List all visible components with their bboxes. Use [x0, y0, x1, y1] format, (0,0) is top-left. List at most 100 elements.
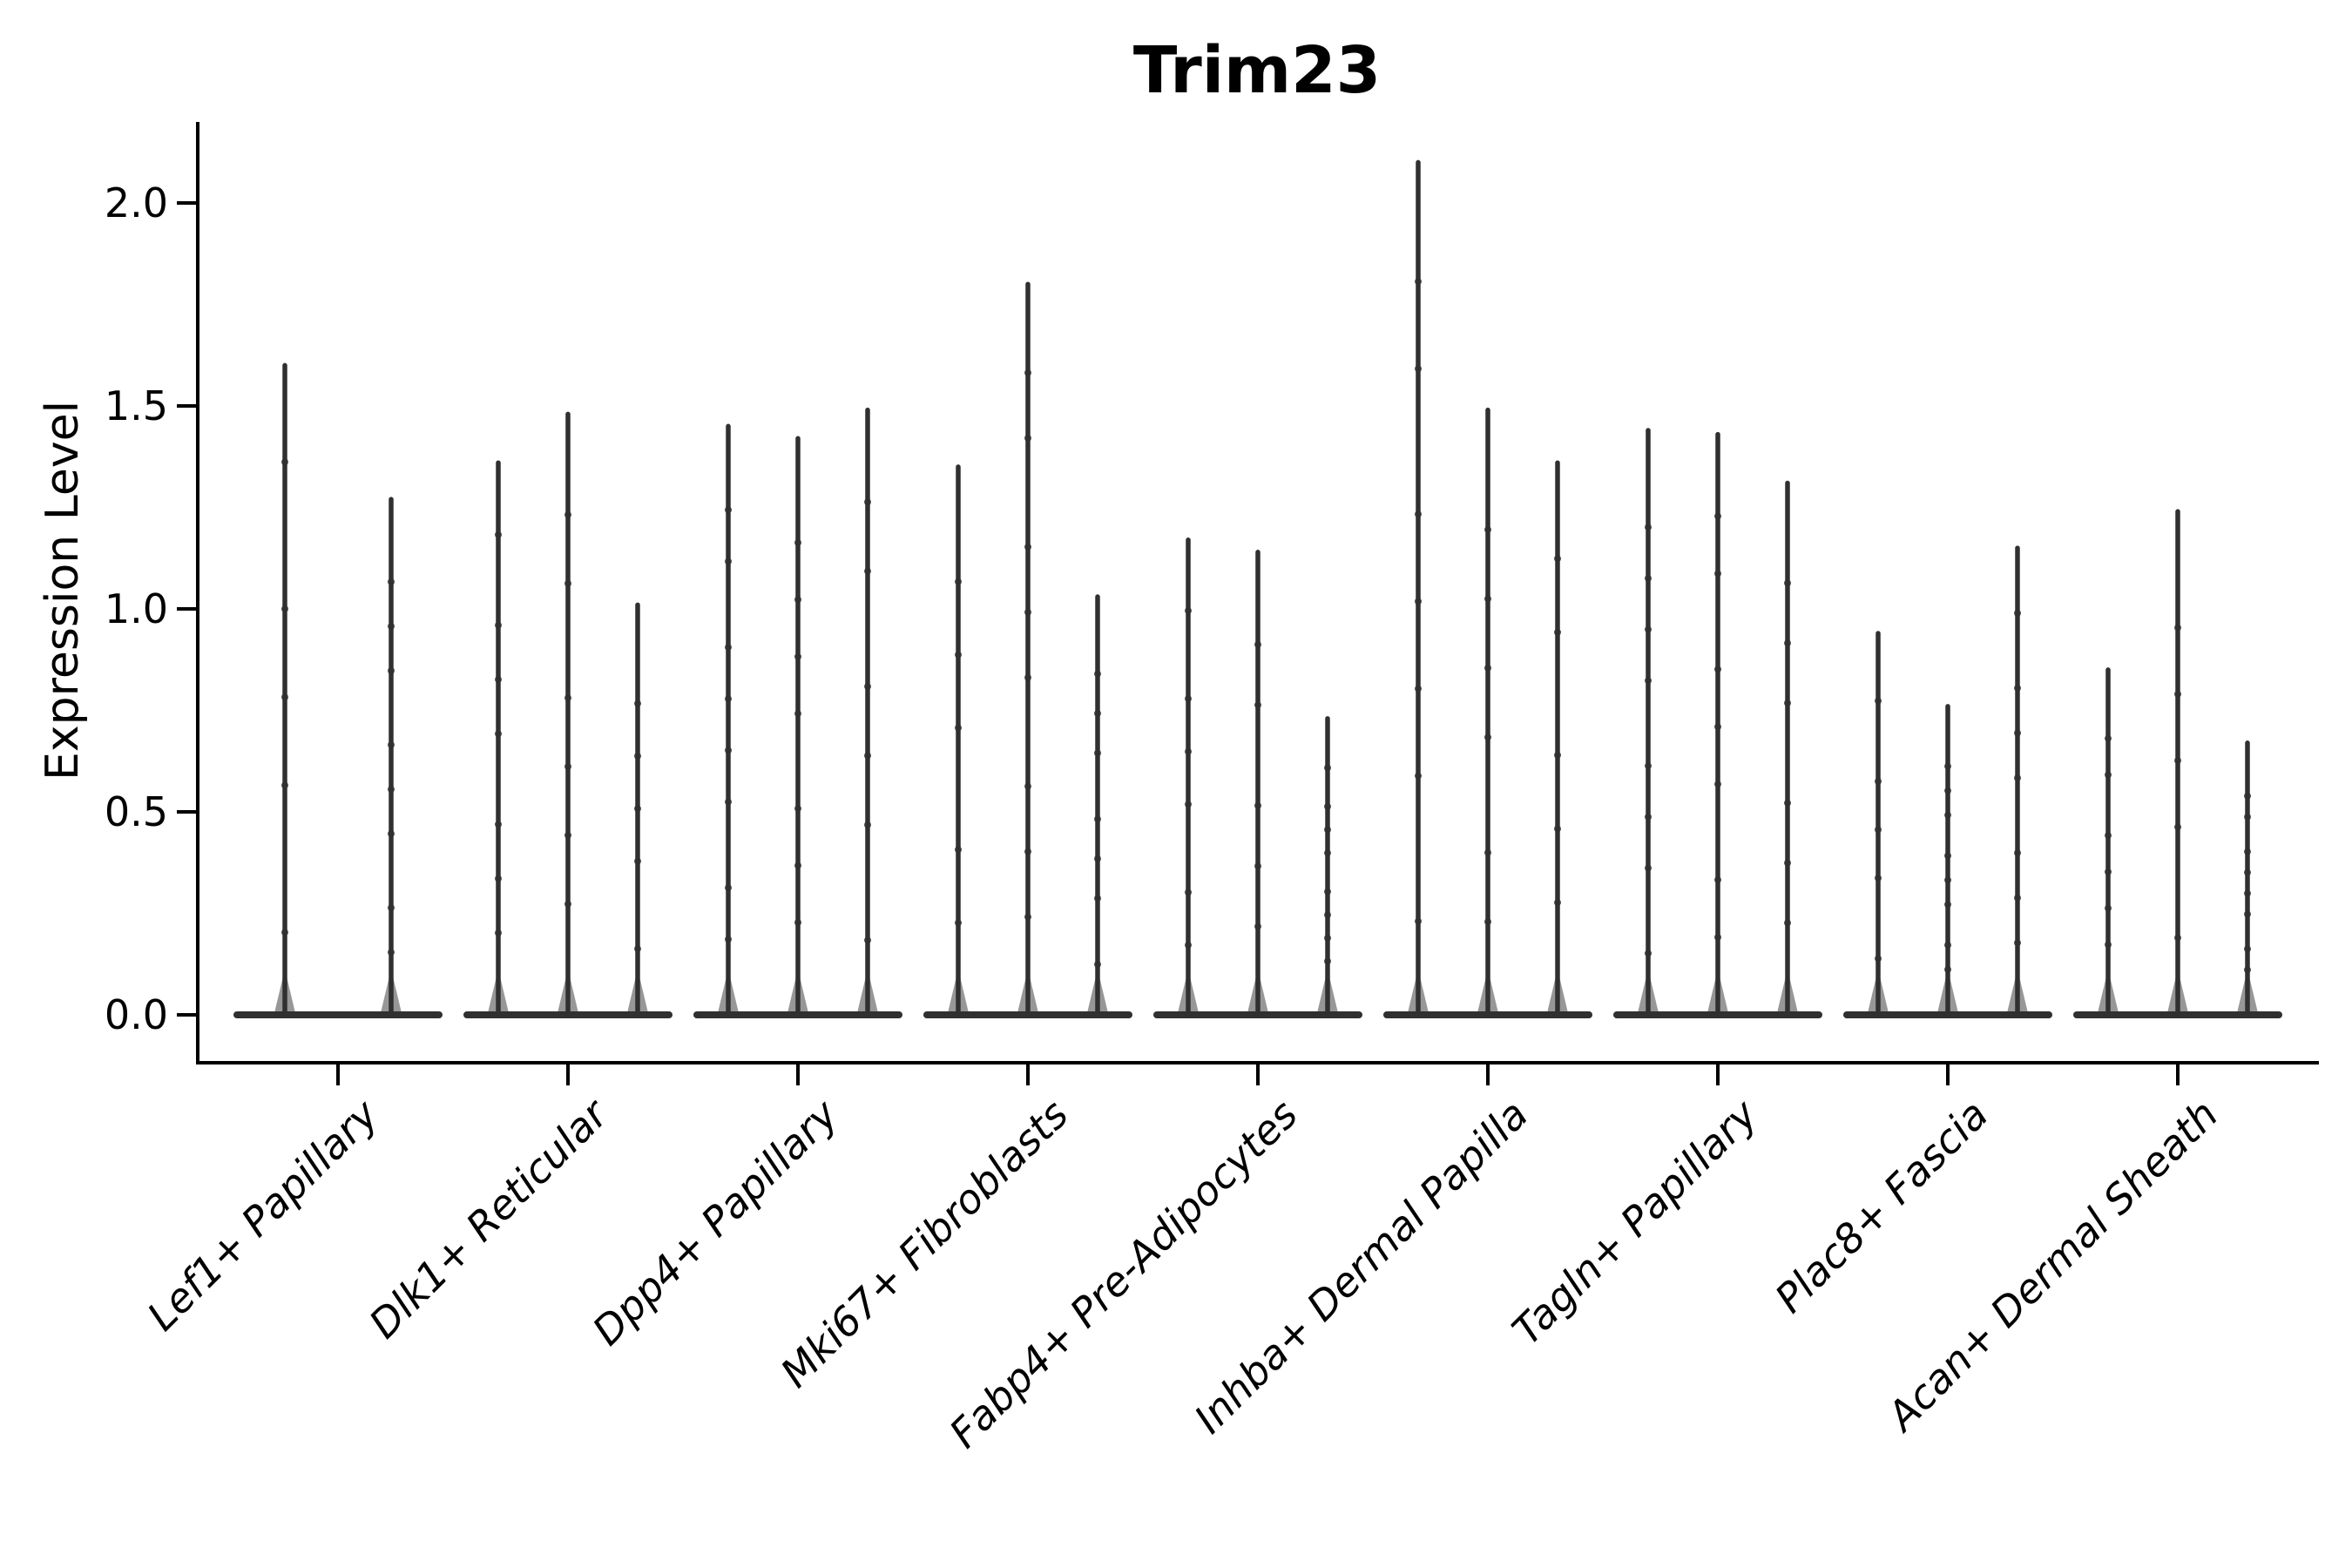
cell-point [1094, 961, 1101, 969]
y-tick-label: 1.5 [104, 382, 168, 429]
cell-point [1784, 919, 1791, 927]
cell-point [955, 919, 962, 927]
cell-point [1024, 782, 1031, 790]
cell-point [864, 821, 871, 828]
cell-point [1324, 802, 1331, 810]
cell-point [495, 621, 502, 629]
cell-point [1185, 889, 1192, 896]
cell-point [2014, 849, 2021, 857]
cell-point [1415, 365, 1422, 373]
cell-point [1784, 700, 1791, 707]
cell-point [1094, 710, 1101, 718]
cell-point [1875, 778, 1882, 786]
cell-point [2244, 792, 2251, 800]
cell-point [1554, 825, 1561, 833]
cell-point [634, 805, 641, 813]
cell-point [1645, 625, 1652, 633]
y-tick-label: 0.5 [104, 788, 168, 835]
cell-point [725, 884, 732, 892]
cell-point [495, 676, 502, 684]
cell-point [2244, 945, 2251, 953]
cell-point [1254, 862, 1261, 870]
cell-point [1185, 607, 1192, 615]
cell-point [1714, 781, 1721, 788]
cell-point [1254, 701, 1261, 709]
cell-point [2105, 734, 2112, 742]
cell-point [955, 578, 962, 585]
cell-point [1944, 965, 1951, 973]
cell-point [1094, 749, 1101, 757]
cell-point [1324, 764, 1331, 772]
cell-point [495, 730, 502, 738]
plot-title: Trim23 [1132, 33, 1382, 108]
cell-point [2014, 684, 2021, 692]
cell-point [1254, 640, 1261, 648]
cell-point [1784, 799, 1791, 807]
cell-point [794, 862, 801, 869]
cell-point [1185, 941, 1192, 949]
cell-point [1094, 670, 1101, 678]
cell-point [388, 622, 395, 630]
y-tick-label: 1.0 [104, 585, 168, 632]
cell-point [1714, 876, 1721, 884]
cell-point [2174, 934, 2181, 942]
cell-point [2174, 624, 2181, 632]
cell-point [1415, 685, 1422, 693]
cell-point [1714, 666, 1721, 673]
cell-point [794, 538, 801, 546]
cell-point [2244, 966, 2251, 974]
cell-point [1784, 859, 1791, 867]
cell-point [794, 596, 801, 604]
cell-point [2014, 939, 2021, 947]
cell-point [2105, 771, 2112, 779]
cell-point [1714, 512, 1721, 520]
y-tick-label: 2.0 [104, 179, 168, 226]
cell-point [388, 741, 395, 749]
cell-point [634, 752, 641, 760]
cell-point [2174, 690, 2181, 698]
cell-point [794, 805, 801, 813]
cell-point [388, 830, 395, 838]
cell-point [388, 949, 395, 956]
cell-point [1645, 762, 1652, 770]
cell-point [634, 945, 641, 953]
cell-point [564, 900, 571, 908]
cell-point [2014, 894, 2021, 902]
cell-point [1024, 368, 1031, 376]
cell-point [1415, 510, 1422, 518]
cell-point [634, 700, 641, 707]
cell-point [1415, 278, 1422, 286]
cell-point [1024, 543, 1031, 551]
cell-point [1324, 826, 1331, 834]
cell-point [955, 651, 962, 659]
cell-point [2174, 823, 2181, 831]
cell-point [1185, 801, 1192, 808]
cell-point [794, 918, 801, 926]
cell-point [1645, 677, 1652, 685]
cell-point [864, 498, 871, 506]
cell-point [564, 510, 571, 518]
cell-point [2105, 868, 2112, 875]
cell-point [2014, 729, 2021, 737]
cell-point [1024, 434, 1031, 442]
cell-point [388, 904, 395, 912]
cell-point [1875, 826, 1882, 834]
cell-point [2244, 868, 2251, 876]
cell-point [281, 929, 288, 936]
cell-point [1645, 950, 1652, 957]
cell-point [1094, 895, 1101, 902]
cell-point [794, 652, 801, 660]
cell-point [864, 936, 871, 944]
cell-point [864, 752, 871, 760]
cell-point [725, 747, 732, 754]
cell-point [1024, 673, 1031, 681]
cell-point [1944, 811, 1951, 819]
cell-point [1714, 570, 1721, 578]
cell-point [1024, 608, 1031, 616]
cell-point [2244, 910, 2251, 918]
cell-point [1554, 751, 1561, 759]
cell-point [725, 506, 732, 514]
cell-point [1944, 901, 1951, 909]
